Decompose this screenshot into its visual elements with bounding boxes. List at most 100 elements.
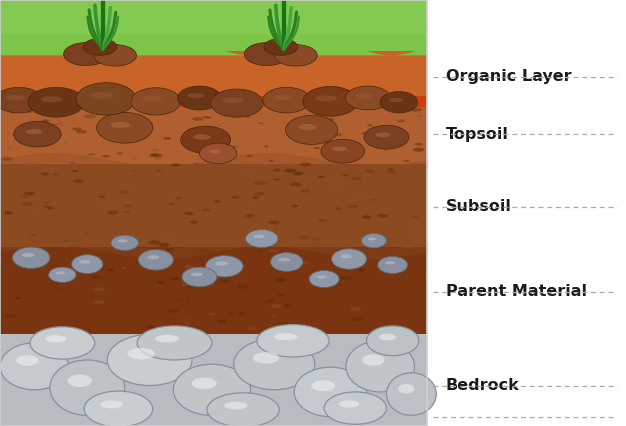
Ellipse shape bbox=[76, 83, 136, 115]
Ellipse shape bbox=[182, 267, 217, 287]
Ellipse shape bbox=[293, 172, 304, 176]
Ellipse shape bbox=[367, 237, 376, 240]
Ellipse shape bbox=[73, 179, 84, 183]
Ellipse shape bbox=[141, 254, 153, 258]
Polygon shape bbox=[0, 38, 427, 55]
Ellipse shape bbox=[233, 339, 315, 390]
Ellipse shape bbox=[343, 174, 349, 176]
Ellipse shape bbox=[248, 327, 257, 330]
Ellipse shape bbox=[123, 126, 132, 129]
Ellipse shape bbox=[192, 377, 217, 389]
Ellipse shape bbox=[192, 117, 203, 121]
Ellipse shape bbox=[364, 125, 409, 149]
Bar bbox=[0, 0, 427, 51]
Ellipse shape bbox=[220, 137, 227, 139]
Ellipse shape bbox=[273, 169, 280, 172]
Ellipse shape bbox=[416, 115, 423, 118]
Ellipse shape bbox=[42, 119, 49, 122]
Ellipse shape bbox=[131, 88, 181, 115]
Ellipse shape bbox=[169, 203, 174, 205]
Ellipse shape bbox=[271, 304, 282, 308]
Ellipse shape bbox=[410, 108, 422, 112]
Ellipse shape bbox=[367, 124, 373, 127]
Ellipse shape bbox=[107, 269, 115, 271]
Ellipse shape bbox=[68, 374, 92, 387]
Ellipse shape bbox=[245, 174, 254, 177]
Ellipse shape bbox=[84, 114, 96, 118]
Ellipse shape bbox=[215, 262, 228, 266]
Ellipse shape bbox=[269, 160, 274, 162]
Ellipse shape bbox=[41, 96, 63, 102]
Ellipse shape bbox=[98, 196, 105, 198]
Ellipse shape bbox=[51, 173, 59, 176]
Ellipse shape bbox=[14, 250, 26, 253]
Ellipse shape bbox=[290, 182, 302, 187]
Ellipse shape bbox=[309, 271, 339, 288]
Text: Topsoil: Topsoil bbox=[446, 127, 508, 142]
Ellipse shape bbox=[72, 170, 78, 172]
Ellipse shape bbox=[389, 98, 404, 102]
Ellipse shape bbox=[333, 133, 342, 136]
Ellipse shape bbox=[149, 153, 159, 157]
Ellipse shape bbox=[303, 86, 357, 116]
Ellipse shape bbox=[1, 157, 13, 161]
Ellipse shape bbox=[385, 261, 396, 265]
Ellipse shape bbox=[208, 313, 215, 316]
Ellipse shape bbox=[64, 43, 108, 66]
Ellipse shape bbox=[148, 240, 161, 245]
Ellipse shape bbox=[278, 294, 284, 296]
Ellipse shape bbox=[153, 331, 158, 332]
Ellipse shape bbox=[352, 317, 363, 321]
Ellipse shape bbox=[155, 335, 179, 343]
Ellipse shape bbox=[43, 201, 49, 204]
Ellipse shape bbox=[254, 181, 266, 185]
Ellipse shape bbox=[20, 195, 28, 198]
Ellipse shape bbox=[84, 391, 153, 426]
Bar bbox=[0, 164, 427, 247]
Ellipse shape bbox=[131, 170, 136, 171]
Ellipse shape bbox=[379, 334, 396, 340]
Ellipse shape bbox=[188, 128, 196, 131]
Ellipse shape bbox=[263, 87, 310, 113]
Ellipse shape bbox=[187, 93, 205, 98]
Ellipse shape bbox=[226, 312, 233, 314]
Ellipse shape bbox=[185, 298, 190, 300]
Ellipse shape bbox=[13, 247, 50, 268]
Ellipse shape bbox=[177, 299, 182, 301]
Ellipse shape bbox=[143, 122, 153, 125]
Ellipse shape bbox=[332, 249, 366, 269]
Ellipse shape bbox=[366, 326, 419, 356]
Ellipse shape bbox=[362, 262, 367, 263]
Ellipse shape bbox=[96, 112, 153, 143]
Ellipse shape bbox=[147, 255, 159, 259]
Ellipse shape bbox=[0, 87, 43, 113]
Ellipse shape bbox=[361, 132, 366, 135]
Ellipse shape bbox=[131, 157, 138, 160]
Ellipse shape bbox=[286, 305, 293, 308]
Ellipse shape bbox=[273, 178, 280, 181]
Ellipse shape bbox=[93, 288, 105, 291]
Ellipse shape bbox=[413, 148, 424, 152]
Ellipse shape bbox=[156, 170, 163, 172]
Ellipse shape bbox=[70, 162, 74, 164]
Ellipse shape bbox=[299, 235, 310, 239]
Ellipse shape bbox=[324, 392, 386, 424]
Ellipse shape bbox=[172, 163, 180, 167]
Ellipse shape bbox=[245, 116, 250, 118]
Ellipse shape bbox=[362, 354, 384, 366]
Ellipse shape bbox=[96, 202, 108, 206]
Ellipse shape bbox=[163, 232, 172, 235]
Ellipse shape bbox=[267, 223, 275, 226]
Ellipse shape bbox=[317, 219, 326, 222]
Ellipse shape bbox=[184, 265, 195, 269]
Ellipse shape bbox=[31, 212, 40, 215]
Ellipse shape bbox=[207, 393, 279, 426]
Ellipse shape bbox=[90, 92, 113, 99]
Ellipse shape bbox=[421, 272, 426, 273]
Ellipse shape bbox=[141, 283, 151, 287]
Ellipse shape bbox=[49, 267, 76, 282]
Ellipse shape bbox=[287, 260, 297, 264]
Ellipse shape bbox=[145, 325, 155, 329]
Ellipse shape bbox=[313, 147, 320, 149]
Ellipse shape bbox=[6, 95, 24, 100]
